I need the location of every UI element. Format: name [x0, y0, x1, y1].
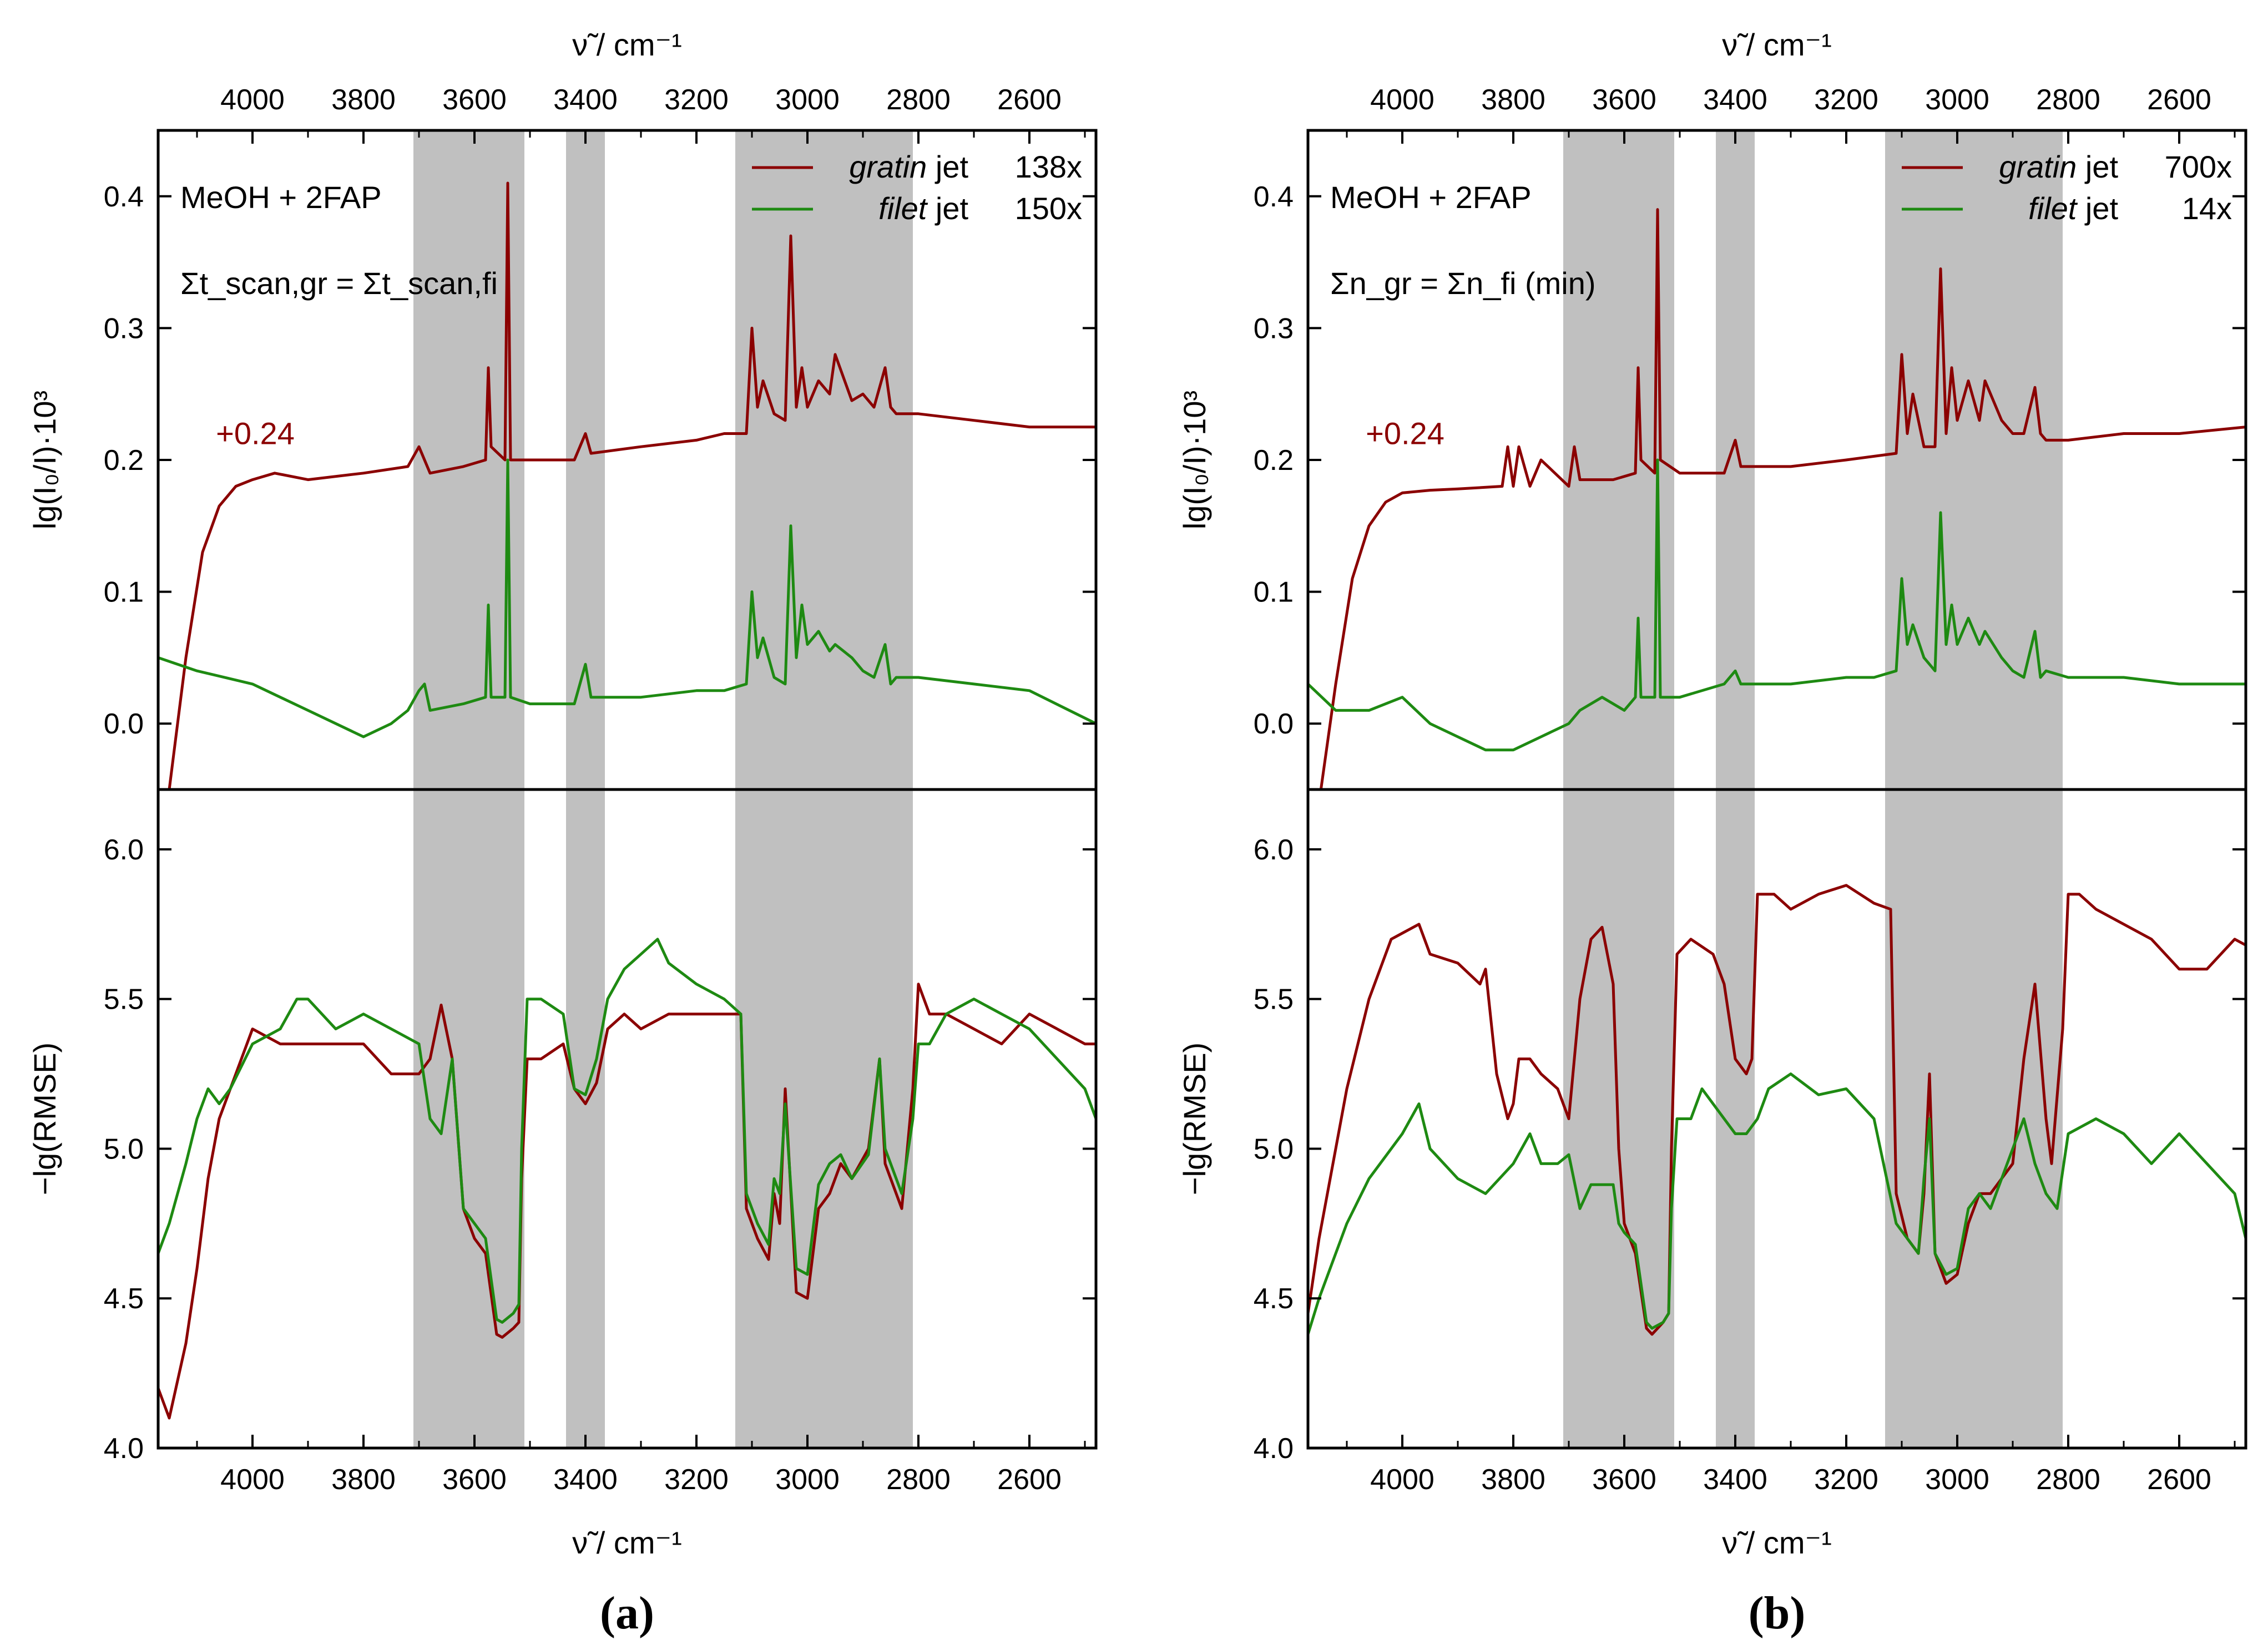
series-line-gratin [1308, 884, 2246, 1336]
legend-label: gratin jet [1999, 149, 2118, 184]
x-tick-label-top: 3400 [1703, 84, 1767, 116]
x-axis-title-bottom: ν̃ / cm⁻¹ [572, 1525, 682, 1560]
y-tick-label-bottom: 5.5 [104, 984, 144, 1016]
legend-label: filet jet [2028, 191, 2118, 226]
plot-area-spectrum [1308, 208, 2246, 789]
legend-factor: 138x [1015, 149, 1082, 184]
x-tick-label-bottom: 2800 [886, 1464, 951, 1496]
x-tick-label-bottom: 3200 [664, 1464, 729, 1496]
x-axis-title-top: ν̃ / cm⁻¹ [1722, 27, 1832, 62]
x-tick-label-top: 3600 [1592, 84, 1656, 116]
x-tick-label-bottom: 3400 [553, 1464, 618, 1496]
offset-label: +0.24 [216, 416, 295, 451]
y-tick-label-bottom: 4.0 [1254, 1433, 1294, 1465]
y-tick-label-bottom: 4.0 [104, 1433, 144, 1465]
y-axis-title-bottom: −lg(RMSE) [1177, 1042, 1212, 1195]
panel-b: 4000 4000 3800 3800 3600 3600 3400 3400 3200 3200… [1177, 27, 2247, 1639]
legend-entry-filet: filet jet 14x [1902, 191, 2232, 226]
y-tick-label-top: 0.2 [1254, 444, 1294, 477]
legend-entry-filet: filet jet 150x [752, 191, 1082, 226]
y-axis-title-top: lg(I₀/I)·10³ [1177, 391, 1212, 529]
x-tick-label-bottom: 3600 [442, 1464, 507, 1496]
y-tick-label-top: 0.1 [1254, 576, 1294, 609]
x-tick-label-top: 3000 [775, 84, 840, 116]
x-tick-label-top: 4000 [1370, 84, 1434, 116]
y-tick-label-top: 0.4 [104, 181, 144, 213]
y-tick-label-bottom: 6.0 [1254, 834, 1294, 866]
legend-label: gratin jet [849, 149, 968, 184]
x-tick-label-bottom: 3000 [775, 1464, 840, 1496]
x-tick-label-top: 3800 [331, 84, 396, 116]
x-tick-label-top: 3000 [1925, 84, 1989, 116]
x-tick-label-top: 2800 [886, 84, 951, 116]
y-tick-label-top: 0.3 [1254, 312, 1294, 345]
series-line-filet [1308, 458, 2246, 752]
x-axis-title-bottom: ν̃ / cm⁻¹ [1722, 1525, 1832, 1560]
series-line-filet [1308, 1072, 2246, 1335]
x-tick-label-bottom: 3800 [331, 1464, 396, 1496]
x-tick-label-top: 2600 [2147, 84, 2211, 116]
y-tick-label-bottom: 4.5 [1254, 1283, 1294, 1315]
x-tick-label-bottom: 4000 [220, 1464, 285, 1496]
y-tick-label-top: 0.0 [1254, 708, 1294, 740]
x-tick-label-top: 3200 [1814, 84, 1878, 116]
plot-area-spectrum [158, 181, 1096, 789]
series-line-gratin [1319, 208, 2246, 789]
x-tick-label-bottom: 3400 [1703, 1464, 1767, 1496]
sample-label: MeOH + 2FAP [1330, 180, 1532, 215]
plot-area-rmse [1308, 884, 2246, 1336]
legend-factor: 14x [2182, 191, 2232, 226]
x-axis-title-top: ν̃ / cm⁻¹ [572, 27, 682, 62]
condition-label: Σt_scan,gr = Σt_scan,fi [180, 266, 498, 301]
y-tick-label-bottom: 6.0 [104, 834, 144, 866]
x-tick-label-top: 3400 [553, 84, 618, 116]
x-tick-label-bottom: 3600 [1592, 1464, 1656, 1496]
x-tick-label-top: 3200 [664, 84, 729, 116]
offset-label: +0.24 [1366, 416, 1444, 451]
x-tick-label-top: 4000 [220, 84, 285, 116]
legend-factor: 150x [1015, 191, 1082, 226]
y-tick-label-top: 0.2 [104, 444, 144, 477]
x-tick-label-bottom: 2600 [2147, 1464, 2211, 1496]
sample-label: MeOH + 2FAP [180, 180, 382, 215]
y-tick-label-bottom: 5.0 [104, 1133, 144, 1165]
y-tick-label-bottom: 5.5 [1254, 984, 1294, 1016]
x-tick-label-top: 3600 [442, 84, 507, 116]
legend-label: filet jet [878, 191, 968, 226]
subfigure-label: (b) [1749, 1587, 1806, 1639]
x-tick-label-top: 2800 [2036, 84, 2100, 116]
legend-entry-gratin: gratin jet 700x [1902, 149, 2232, 184]
x-tick-label-bottom: 3000 [1925, 1464, 1989, 1496]
legend-entry-gratin: gratin jet 138x [752, 149, 1082, 184]
x-tick-label-bottom: 2800 [2036, 1464, 2100, 1496]
series-line-filet [158, 938, 1096, 1324]
y-tick-label-bottom: 4.5 [104, 1283, 144, 1315]
series-line-gratin [158, 983, 1096, 1420]
plot-area-rmse [158, 938, 1096, 1420]
panel-a: 4000 4000 3800 3800 3600 3600 3400 3400 3200 3200… [27, 27, 1098, 1639]
x-tick-label-bottom: 2600 [997, 1464, 1062, 1496]
y-tick-label-top: 0.1 [104, 576, 144, 609]
x-tick-label-bottom: 4000 [1370, 1464, 1434, 1496]
y-axis-title-bottom: −lg(RMSE) [27, 1042, 62, 1195]
y-tick-label-bottom: 5.0 [1254, 1133, 1294, 1165]
subfigure-label: (a) [600, 1587, 654, 1639]
y-axis-title-top: lg(I₀/I)·10³ [27, 391, 62, 529]
x-tick-label-top: 3800 [1481, 84, 1545, 116]
x-tick-label-top: 2600 [997, 84, 1062, 116]
y-tick-label-top: 0.3 [104, 312, 144, 345]
y-tick-label-top: 0.0 [104, 708, 144, 740]
series-line-gratin [168, 181, 1096, 789]
x-tick-label-bottom: 3200 [1814, 1464, 1878, 1496]
condition-label: Σn_gr = Σn_fi (min) [1330, 266, 1596, 301]
legend-factor: 700x [2165, 149, 2232, 184]
series-line-filet [158, 458, 1096, 738]
x-tick-label-bottom: 3800 [1481, 1464, 1545, 1496]
y-tick-label-top: 0.4 [1254, 181, 1294, 213]
